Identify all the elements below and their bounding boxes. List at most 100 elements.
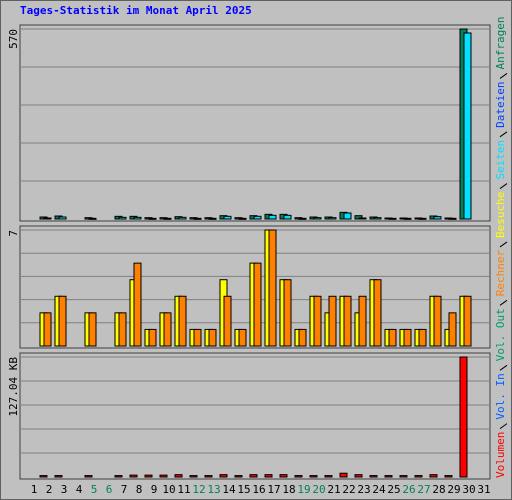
legend-entry: Seiten (494, 140, 507, 180)
bar (204, 475, 213, 478)
bar (343, 295, 352, 347)
x-tick-label: 18 (282, 483, 295, 496)
bar (144, 474, 153, 478)
legend-entry: Vol. In (494, 373, 507, 419)
bar (133, 216, 142, 220)
x-tick-label: 1 (31, 483, 38, 496)
legend-separator (499, 364, 508, 371)
x-tick-label: 2 (46, 483, 53, 496)
bar (163, 312, 172, 347)
bar (463, 32, 472, 220)
x-tick-label: 31 (477, 483, 490, 496)
x-tick-label: 6 (106, 483, 113, 496)
x-tick-label: 26 (402, 483, 415, 496)
bar (354, 474, 363, 478)
legend-separator (499, 299, 508, 306)
bar (414, 475, 423, 478)
legend-separator (499, 423, 508, 430)
bar (223, 215, 232, 220)
bar (373, 279, 382, 347)
bar (313, 217, 322, 220)
bar (118, 216, 127, 220)
bar (283, 214, 292, 220)
x-tick-label: 13 (207, 483, 220, 496)
bar (418, 328, 427, 347)
bar (84, 475, 93, 478)
bar (174, 474, 183, 478)
bar (358, 295, 367, 347)
bar (373, 217, 382, 220)
x-tick-label: 9 (151, 483, 158, 496)
legend-separator (499, 183, 508, 189)
bar (219, 474, 228, 478)
legend-separator (499, 131, 508, 138)
x-tick-label: 7 (121, 483, 128, 496)
bar (343, 212, 352, 220)
bar (118, 312, 127, 347)
bar (429, 474, 438, 478)
bar (339, 472, 348, 478)
bar (459, 356, 468, 478)
bar (249, 474, 258, 478)
bar (208, 328, 217, 347)
bar (388, 217, 397, 220)
bar (324, 475, 333, 478)
bar (268, 214, 277, 220)
x-tick-label: 4 (76, 483, 83, 496)
bar (388, 328, 397, 347)
bar (253, 262, 262, 347)
bar (403, 217, 412, 220)
bar (309, 475, 318, 478)
bar (178, 295, 187, 347)
bar (39, 475, 48, 478)
bar (384, 475, 393, 478)
legend-entry: Anfragen (494, 16, 507, 69)
x-tick-label: 12 (192, 483, 205, 496)
panel (19, 352, 491, 480)
chart-title: Tages-Statistik im Monat April 2025 (20, 4, 252, 17)
bar (313, 295, 322, 347)
bar (159, 474, 168, 478)
bar (88, 217, 97, 220)
bar (268, 229, 277, 347)
bar (148, 328, 157, 347)
bar (238, 217, 247, 220)
y-tick-label: 570 (7, 29, 20, 49)
bar (298, 328, 307, 347)
bar (298, 217, 307, 220)
bar (448, 312, 457, 347)
legend-separator (499, 241, 508, 248)
x-tick-label: 21 (327, 483, 340, 496)
x-tick-label: 27 (417, 483, 430, 496)
x-tick-label: 15 (237, 483, 250, 496)
bar (114, 475, 123, 478)
bar (163, 217, 172, 220)
bar (328, 217, 337, 220)
bar (433, 295, 442, 347)
bar (369, 475, 378, 478)
bar (223, 295, 232, 347)
bar (234, 475, 243, 478)
x-tick-label: 23 (357, 483, 370, 496)
x-tick-label: 30 (462, 483, 475, 496)
x-tick-label: 16 (252, 483, 265, 496)
bar (448, 217, 457, 220)
x-tick-label: 8 (136, 483, 143, 496)
bar (294, 475, 303, 478)
x-tick-label: 24 (372, 483, 386, 496)
bar (43, 312, 52, 347)
bar (193, 217, 202, 220)
bar (193, 328, 202, 347)
x-tick-label: 17 (267, 483, 280, 496)
legend-entry: Vol. Out (494, 308, 507, 361)
legend-entry: Besuche (494, 192, 507, 238)
legend-entry: Rechner (494, 250, 507, 297)
bar (403, 328, 412, 347)
bar (253, 215, 262, 220)
bar (133, 262, 142, 347)
bar (43, 217, 52, 220)
bar (148, 217, 157, 220)
panel (19, 24, 491, 222)
